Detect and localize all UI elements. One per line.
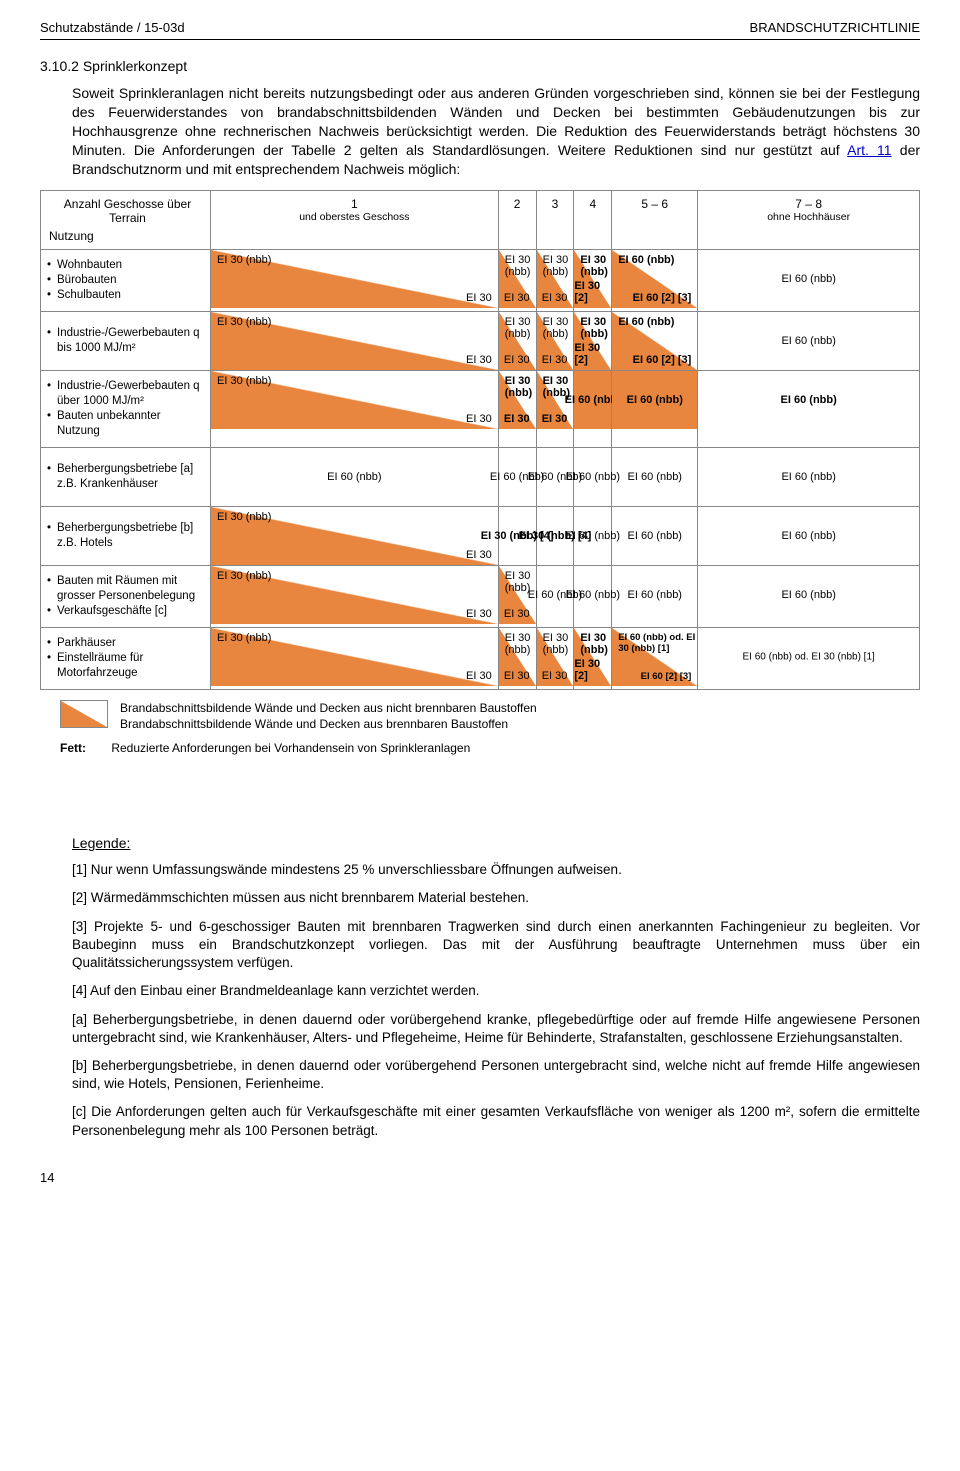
table-cell: EI 30 (nbb)EI 30 (536, 250, 574, 312)
header-right: BRANDSCHUTZRICHTLINIE (750, 20, 920, 35)
table-cell: EI 60 (nbb) (698, 566, 920, 628)
legend-item: [3] Projekte 5- und 6-geschossiger Baute… (72, 918, 920, 973)
table-head-label: Anzahl Geschosse über TerrainNutzung (41, 191, 211, 250)
table-cell: EI 30 (nbb)EI 30 (498, 627, 536, 689)
table-cell: EI 60 (nbb)EI 60 [2] [3] (612, 250, 698, 312)
table-cell: EI 30 (nbb)EI 30 (211, 371, 499, 448)
legend-item: [a] Beherbergungsbetriebe, in denen daue… (72, 1011, 920, 1047)
table-cell: EI 60 (nbb) od. EI 30 (nbb) [1] (698, 627, 920, 689)
header-rule (40, 39, 920, 40)
table-cell: EI 30 (nbb)EI 30 (211, 312, 499, 371)
legend-item: [2] Wärmedämmschichten müssen aus nicht … (72, 889, 920, 907)
table-row: Bauten mit Räumen mit grosser Personenbe… (41, 566, 920, 628)
fett-legend: Fett: Reduzierte Anforderungen bei Vorha… (60, 741, 920, 755)
section-heading: 3.10.2 Sprinklerkonzept (40, 58, 920, 74)
page-header: Schutzabstände / 15-03d BRANDSCHUTZRICHT… (40, 20, 920, 35)
table-col-header: 2 (498, 191, 536, 250)
row-label-cell: Beherbergungsbetriebe [a] z.B. Krankenhä… (41, 448, 211, 507)
table-cell: EI 60 (nbb) (574, 566, 612, 628)
legend-item: [1] Nur wenn Umfassungswände mindestens … (72, 861, 920, 879)
table-row: ParkhäuserEinstellräume für Motorfahrzeu… (41, 627, 920, 689)
table-cell: EI 60 (nbb) (612, 371, 698, 448)
table-cell: EI 60 (nbb) (612, 507, 698, 566)
header-left: Schutzabstände / 15-03d (40, 20, 185, 35)
table-cell: EI 30 (nbb)EI 30 [2] (574, 312, 612, 371)
table-cell: EI 30 (nbb)EI 30 (536, 371, 574, 448)
table-cell: EI 60 (nbb) (698, 312, 920, 371)
legend-item: [b] Beherbergungsbetriebe, in denen daue… (72, 1057, 920, 1093)
row-label-cell: ParkhäuserEinstellräume für Motorfahrzeu… (41, 627, 211, 689)
table-col-header: 7 – 8ohne Hochhäuser (698, 191, 920, 250)
table-cell: EI 60 (nbb) (698, 507, 920, 566)
row-label-cell: Industrie-/Gewerbebauten q bis 1000 MJ/m… (41, 312, 211, 371)
legend-heading: Legende: (72, 835, 920, 851)
legend-item: [4] Auf den Einbau einer Brandmeldeanlag… (72, 982, 920, 1000)
page-number: 14 (40, 1170, 920, 1185)
table-cell: EI 30 (nbb)EI 30 (211, 250, 499, 312)
table-col-header: 1und oberstes Geschoss (211, 191, 499, 250)
table-cell: EI 30 (nbb)EI 30 [2] (574, 250, 612, 312)
table-col-header: 5 – 6 (612, 191, 698, 250)
row-label-cell: WohnbautenBürobautenSchulbauten (41, 250, 211, 312)
table-cell: EI 30 (nbb)EI 30 (211, 627, 499, 689)
legend-swatch-icon (60, 700, 108, 728)
table-cell: EI 60 (nbb) (574, 371, 612, 448)
article-link[interactable]: Art. 11 (847, 142, 892, 158)
table-cell: EI 30 (nbb)EI 30 (211, 566, 499, 628)
table-cell: EI 30 (nbb)EI 30 [2] (574, 627, 612, 689)
table-cell: EI 60 (nbb) (574, 507, 612, 566)
table-cell: EI 60 (nbb) (698, 371, 920, 448)
table-col-header: 4 (574, 191, 612, 250)
table-cell: EI 60 (nbb) (211, 448, 499, 507)
row-label-cell: Beherbergungsbetriebe [b] z.B. Hotels (41, 507, 211, 566)
table-cell: EI 60 (nbb) (574, 448, 612, 507)
section-body: Soweit Sprinkleranlagen nicht bereits nu… (72, 84, 920, 178)
table-cell: EI 60 (nbb)EI 60 [2] [3] (612, 312, 698, 371)
table-col-header: 3 (536, 191, 574, 250)
table-cell: EI 30 (nbb)EI 30 (498, 312, 536, 371)
table-row: Industrie-/Gewerbebauten q über 1000 MJ/… (41, 371, 920, 448)
fire-resistance-table: Anzahl Geschosse über TerrainNutzung1und… (40, 190, 920, 689)
table-row: Beherbergungsbetriebe [b] z.B. HotelsEI … (41, 507, 920, 566)
table-cell: EI 30 (nbb)EI 30 (536, 627, 574, 689)
table-cell: EI 60 (nbb) (612, 566, 698, 628)
table-row: Industrie-/Gewerbebauten q bis 1000 MJ/m… (41, 312, 920, 371)
table-cell: EI 30 (nbb)EI 30 (211, 507, 499, 566)
row-label-cell: Bauten mit Räumen mit grosser Personenbe… (41, 566, 211, 628)
table-cell: EI 60 (nbb) (612, 448, 698, 507)
legend-line1: Brandabschnittsbildende Wände und Decken… (120, 700, 537, 717)
table-row: Beherbergungsbetriebe [a] z.B. Krankenhä… (41, 448, 920, 507)
table-cell: EI 60 (nbb) (698, 250, 920, 312)
legend-list: [1] Nur wenn Umfassungswände mindestens … (72, 861, 920, 1140)
row-label-cell: Industrie-/Gewerbebauten q über 1000 MJ/… (41, 371, 211, 448)
table-row: WohnbautenBürobautenSchulbautenEI 30 (nb… (41, 250, 920, 312)
table-cell: EI 60 (nbb) od. EI 30 (nbb) [1]EI 60 [2]… (612, 627, 698, 689)
legend-item: [c] Die Anforderungen gelten auch für Ve… (72, 1103, 920, 1139)
table-cell: EI 30 (nbb)EI 30 (498, 371, 536, 448)
table-legend-swatch-row: Brandabschnittsbildende Wände und Decken… (60, 700, 920, 734)
table-cell: EI 60 (nbb) (698, 448, 920, 507)
legend-line2: Brandabschnittsbildende Wände und Decken… (120, 716, 537, 733)
table-cell: EI 30 (nbb)EI 30 (536, 312, 574, 371)
table-cell: EI 30 (nbb)EI 30 (498, 250, 536, 312)
